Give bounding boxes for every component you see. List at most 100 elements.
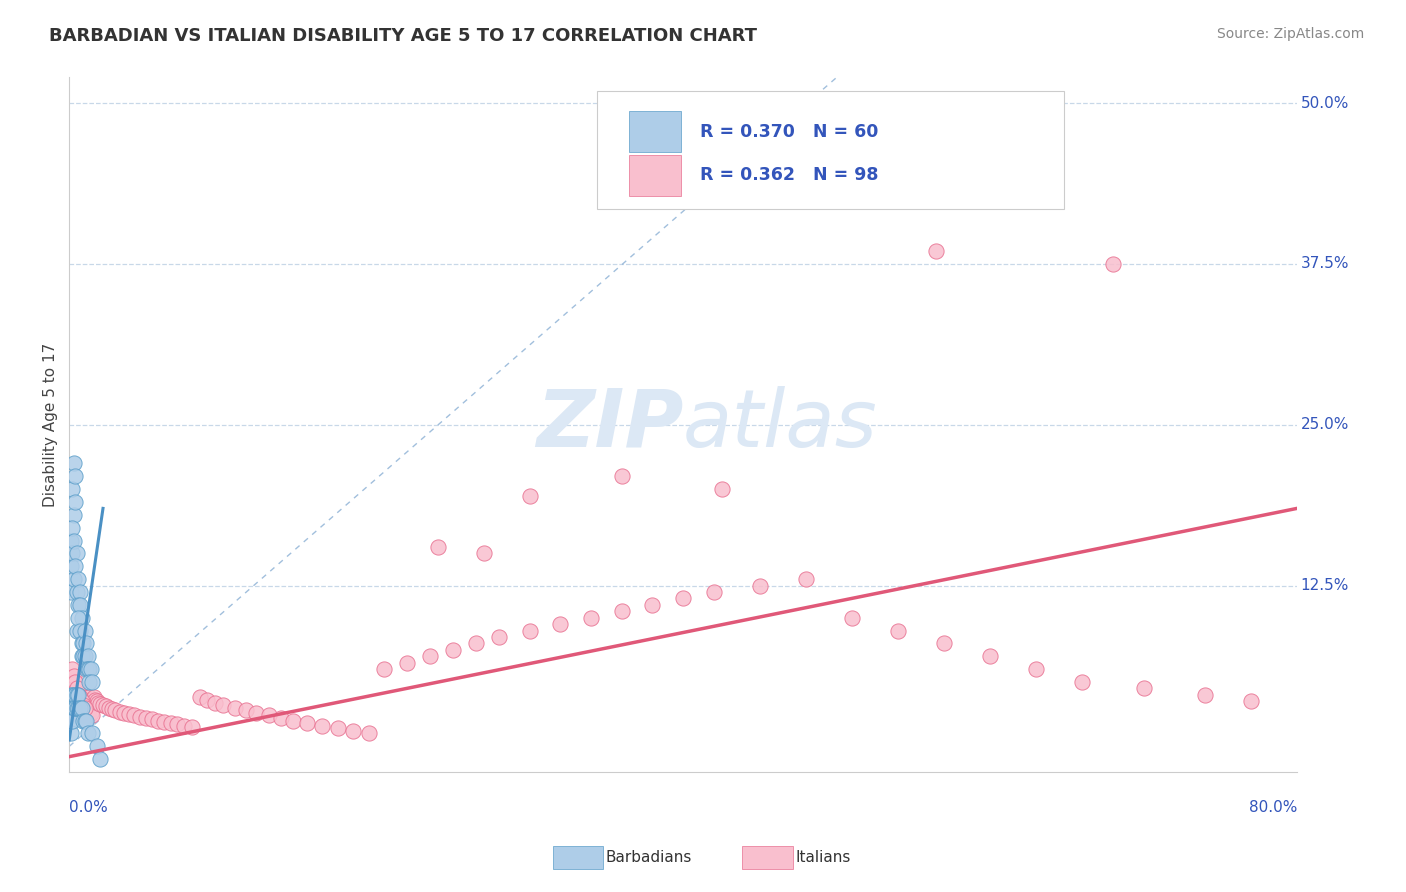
Point [188, 690, 211, 705]
Point [63, 533, 86, 548]
Point [326, 722, 349, 736]
Point [65, 690, 87, 705]
Text: R = 0.362   N = 98: R = 0.362 N = 98 [700, 166, 879, 184]
Point [77, 703, 100, 717]
Point [66, 546, 89, 560]
Point [59, 707, 82, 722]
Point [70, 700, 93, 714]
Point [67, 700, 90, 714]
Y-axis label: Disability Age 5 to 17: Disability Age 5 to 17 [44, 343, 58, 507]
Point [311, 719, 333, 733]
FancyBboxPatch shape [628, 111, 681, 152]
Point [72, 714, 94, 728]
Point [60, 688, 83, 702]
Point [159, 716, 181, 731]
Point [59, 726, 82, 740]
Point [59, 690, 82, 705]
Point [72, 708, 94, 723]
Point [1102, 257, 1125, 271]
Point [82, 726, 104, 740]
Point [69, 700, 91, 714]
Point [70, 649, 93, 664]
Point [710, 482, 733, 496]
Point [195, 693, 218, 707]
Point [65, 688, 87, 702]
Point [80, 693, 103, 707]
Point [65, 675, 87, 690]
Point [72, 636, 94, 650]
Point [89, 697, 111, 711]
Point [59, 585, 82, 599]
Text: Source: ZipAtlas.com: Source: ZipAtlas.com [1216, 27, 1364, 41]
Point [69, 690, 91, 705]
Point [841, 611, 863, 625]
Point [94, 699, 117, 714]
Point [794, 572, 817, 586]
Text: 37.5%: 37.5% [1301, 257, 1350, 271]
Point [257, 708, 280, 723]
Point [66, 698, 89, 713]
Point [72, 698, 94, 713]
Point [60, 700, 83, 714]
Point [69, 690, 91, 705]
Point [104, 703, 127, 717]
Point [181, 720, 204, 734]
Point [1194, 688, 1216, 702]
FancyBboxPatch shape [628, 154, 681, 195]
Point [60, 482, 83, 496]
Point [82, 675, 104, 690]
Text: ZIP: ZIP [536, 385, 683, 464]
Point [66, 624, 89, 638]
Point [91, 698, 114, 713]
Point [73, 624, 96, 638]
Point [703, 585, 725, 599]
Point [465, 636, 488, 650]
Point [519, 489, 541, 503]
Point [69, 585, 91, 599]
Point [672, 591, 695, 606]
Point [67, 572, 90, 586]
Point [77, 675, 100, 690]
Point [63, 688, 86, 702]
Point [72, 649, 94, 664]
Point [148, 714, 170, 728]
Point [979, 649, 1001, 664]
Point [925, 244, 948, 259]
Point [76, 708, 98, 723]
Point [135, 711, 157, 725]
Point [67, 700, 90, 714]
Point [270, 711, 292, 725]
Point [65, 495, 87, 509]
Point [419, 649, 441, 664]
Point [66, 585, 89, 599]
Point [426, 540, 449, 554]
Point [1071, 675, 1094, 690]
Point [69, 703, 91, 717]
Point [59, 714, 82, 728]
Point [76, 662, 98, 676]
Point [488, 630, 510, 644]
Point [101, 702, 124, 716]
Point [76, 649, 98, 664]
Point [65, 703, 87, 717]
Point [67, 688, 90, 702]
Point [373, 662, 395, 676]
Point [1025, 662, 1047, 676]
Point [579, 611, 602, 625]
Point [75, 714, 97, 728]
Point [59, 559, 82, 574]
Point [519, 624, 541, 638]
Point [1240, 694, 1263, 708]
Point [98, 700, 121, 714]
Point [166, 717, 188, 731]
Text: 0.0%: 0.0% [69, 800, 108, 815]
Point [63, 572, 86, 586]
Text: Barbadians: Barbadians [606, 850, 692, 864]
Point [73, 714, 96, 728]
Point [63, 688, 86, 702]
Point [76, 726, 98, 740]
Text: 25.0%: 25.0% [1301, 417, 1350, 433]
Point [66, 681, 89, 696]
Point [441, 643, 464, 657]
Point [59, 533, 82, 548]
